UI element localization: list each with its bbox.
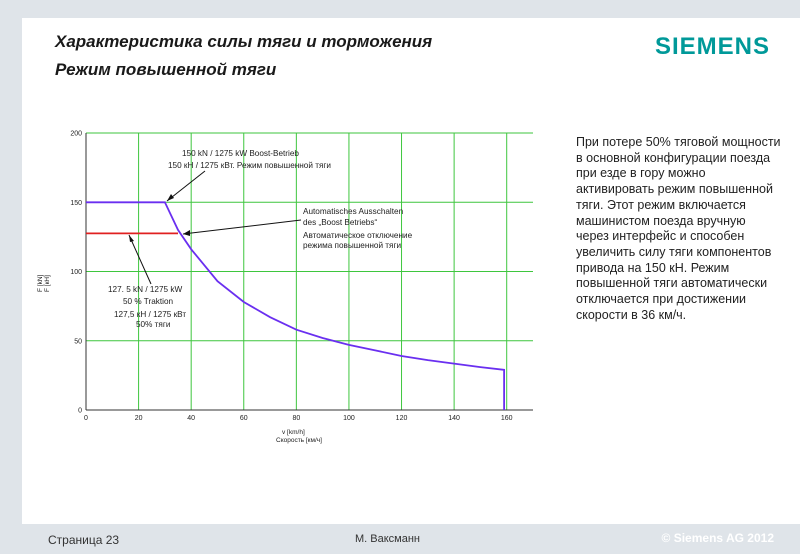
x-tick-label: 0 [84, 415, 88, 422]
annotation-boost-ru: 150 кН / 1275 кВт. Режим повышенной тяги [168, 161, 331, 170]
chart: 0 20 40 60 80 100 120 140 160 0 50 100 150 200 150 kN… [33, 127, 545, 445]
annotation-traktion-de-1: 127. 5 kN / 1275 kW [108, 285, 182, 294]
chart-svg: 0 20 40 60 80 100 120 140 160 0 50 100 150 200 150 kN… [37, 131, 533, 444]
author: М. Ваксманн [355, 533, 420, 545]
annotation-traktion-arrowhead [129, 235, 134, 242]
series-boost-traction-line [86, 201, 506, 410]
page-number: Страница 23 [48, 533, 120, 547]
chart-annotations: 150 kN / 1275 kW Boost-Betrieb 150 кН / … [108, 149, 413, 329]
y-tick-label: 100 [70, 269, 82, 276]
x-tick-label: 100 [343, 415, 355, 422]
annotation-boost-de: 150 kN / 1275 kW Boost-Betrieb [182, 149, 299, 158]
annotation-auto-arrow [182, 219, 302, 235]
annotation-traktion-ru-1: 127,5 кН / 1275 кВт [114, 310, 186, 319]
y-axis-label: F [kN] [37, 274, 44, 292]
annotation-auto-arrowhead [183, 230, 190, 236]
header-bar [22, 18, 800, 102]
x-tick-label: 60 [240, 415, 248, 422]
annotation-boost-arrowhead [167, 194, 174, 201]
chart-series [86, 201, 506, 410]
annotation-auto-de-2: des „Boost Betriebs“ [303, 218, 377, 227]
annotation-auto-de-1: Automatisches Ausschalten [303, 207, 404, 216]
annotation-traktion-ru-2: 50% тяги [136, 320, 170, 329]
annotation-traktion-arrow [128, 234, 152, 285]
y-tick-label: 50 [74, 338, 82, 345]
x-tick-label: 20 [135, 415, 143, 422]
page-subtitle: Режим повышенной тяги [55, 60, 277, 79]
siemens-logo: SIEMENS [654, 33, 770, 60]
annotation-auto-ru-2: режима повышенной тяги [303, 241, 401, 250]
x-axis-label-ru: Скорость [км/ч] [276, 437, 322, 444]
x-tick-label: 160 [501, 415, 513, 422]
x-axis-label: v [km/h] [282, 429, 305, 436]
annotation-traktion-de-2: 50 % Traktion [123, 297, 174, 306]
y-tick-label: 0 [78, 408, 82, 415]
y-axis-label-ru: F [кН] [44, 275, 51, 292]
x-tick-label: 80 [292, 415, 300, 422]
page-title: Характеристика силы тяги и торможения [55, 32, 433, 51]
x-tick-label: 140 [448, 415, 460, 422]
chart-axes: 0 20 40 60 80 100 120 140 160 0 50 100 150 200 [70, 131, 533, 422]
chart-grid [85, 132, 533, 411]
annotation-auto-ru-1: Автоматическое отключение [303, 231, 413, 240]
x-tick-label: 40 [187, 415, 195, 422]
y-tick-label: 200 [70, 131, 82, 138]
annotation-boost-arrow [166, 170, 206, 202]
copyright: © Siemens AG 2012 [661, 531, 774, 545]
x-tick-label: 120 [396, 415, 408, 422]
y-tick-label: 150 [70, 200, 82, 207]
explanation-text: При потере 50% тяговой мощности в основн… [576, 135, 781, 322]
